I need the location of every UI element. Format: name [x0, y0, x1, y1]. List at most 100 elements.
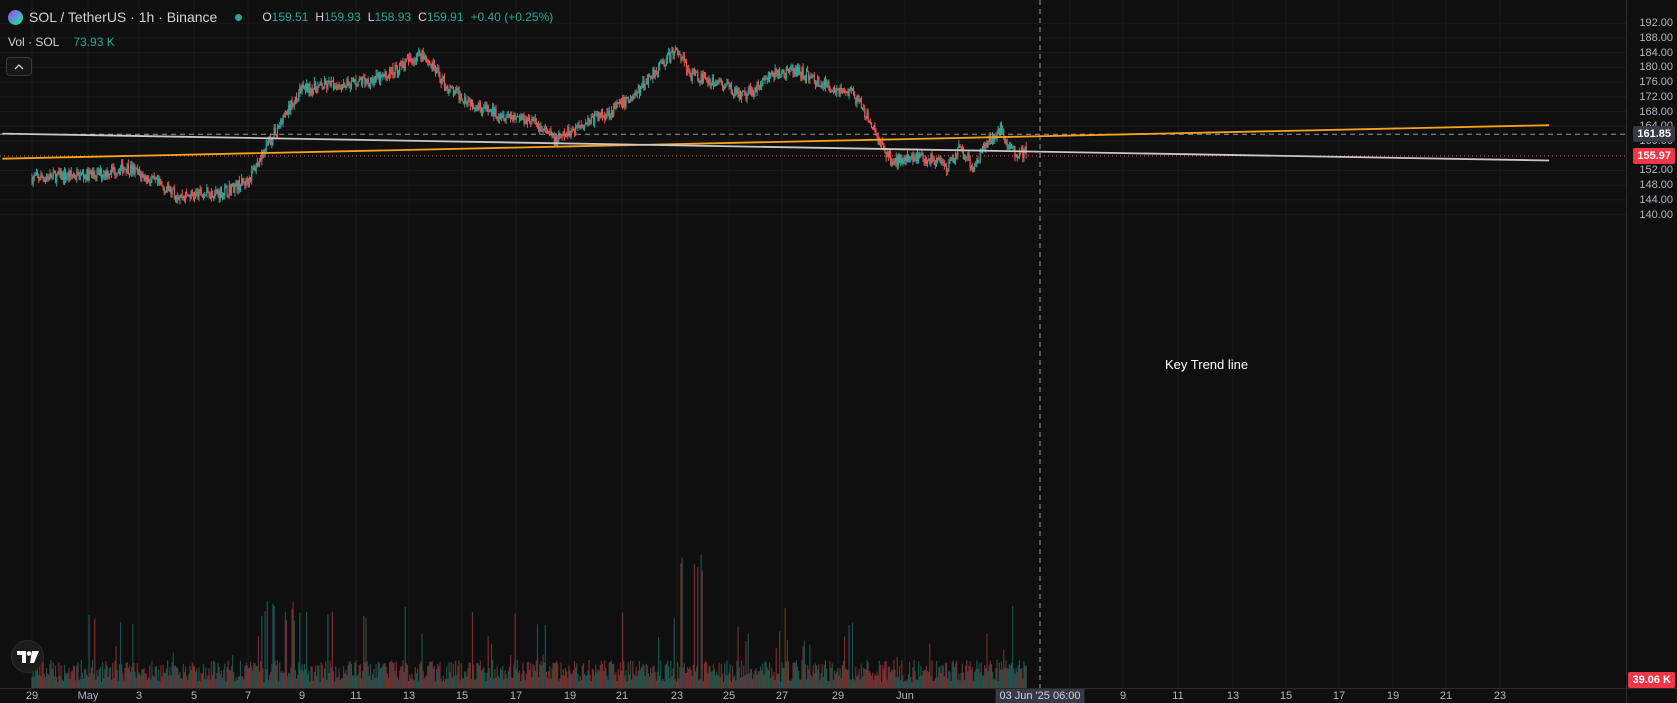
axis-settings-corner[interactable]: [1626, 688, 1677, 703]
volume-bar: [302, 671, 304, 688]
candle-body: [238, 180, 240, 191]
candle-body: [965, 156, 967, 159]
candle-body: [896, 157, 898, 166]
volume-bar: [591, 668, 594, 688]
price-axis[interactable]: 192.00 188.00 184.00 180.00 176.00 172.00 168.…: [1626, 0, 1677, 688]
candle-body: [60, 170, 62, 180]
candle-body: [446, 86, 448, 89]
candle-body: [496, 117, 498, 119]
volume-bar: [835, 673, 837, 688]
candle-body: [302, 84, 304, 89]
volume-bar: [864, 668, 866, 688]
volume-bar: [183, 672, 186, 688]
volume-bar: [725, 674, 727, 688]
volume-bar: [95, 679, 97, 688]
volume-bar: [563, 675, 565, 688]
candle-body: [281, 119, 283, 123]
volume-bar: [165, 668, 168, 688]
candle-body: [850, 87, 852, 90]
ohlc-values: O159.51 H159.93 L158.93 C159.91 +0.40 (+…: [262, 10, 553, 24]
candle-body: [852, 88, 855, 94]
volume-bar: [410, 678, 412, 688]
candle-body: [220, 188, 223, 198]
volume-bar: [596, 672, 598, 688]
volume-bar: [282, 673, 284, 688]
candle-body: [155, 178, 158, 180]
volume-bar: [826, 668, 828, 688]
trend-line-label[interactable]: Key Trend line: [1165, 357, 1249, 372]
volume-bar: [619, 662, 622, 688]
candle-body: [397, 72, 400, 74]
candle-body: [572, 128, 574, 131]
candle-body: [251, 169, 253, 181]
volume-bar: [485, 680, 487, 688]
candle-body: [529, 117, 531, 122]
candle-body: [583, 124, 586, 128]
volume-bar: [858, 668, 860, 688]
volume-label[interactable]: Vol · SOL: [8, 35, 60, 49]
volume-bar: [224, 663, 226, 688]
candle-body: [690, 74, 692, 80]
candle-body: [650, 76, 652, 78]
candle-body: [673, 50, 675, 56]
volume-bar: [721, 673, 724, 688]
volume-bar: [798, 670, 800, 688]
volume-bar: [443, 681, 446, 688]
candle-body: [56, 174, 58, 183]
candle-body: [646, 78, 648, 84]
candle-body: [858, 98, 860, 102]
volume-bar: [136, 663, 138, 688]
candle-body: [984, 144, 986, 149]
volume-bar: [750, 668, 753, 688]
volume-bar: [736, 660, 738, 688]
candle-body: [809, 78, 811, 81]
candle-body: [611, 110, 614, 116]
candle-body: [693, 70, 696, 76]
volume-bar: [351, 675, 354, 688]
candle-body: [78, 172, 80, 180]
volume-bar: [954, 663, 957, 688]
candle-body: [304, 86, 307, 92]
candle-body: [184, 191, 187, 200]
time-tick-label: 15: [1279, 690, 1293, 702]
candle-body: [717, 81, 719, 83]
candle-body: [65, 171, 67, 179]
volume-bar: [295, 678, 298, 688]
candle-body: [1002, 129, 1004, 131]
candle-body: [132, 166, 134, 173]
candle-body: [607, 110, 609, 112]
candle-body: [134, 167, 136, 174]
tradingview-logo-icon[interactable]: [11, 640, 44, 673]
volume-value: 73.93 K: [73, 35, 115, 49]
volume-bar: [397, 679, 400, 688]
volume-bar: [123, 680, 125, 688]
volume-bar: [545, 671, 548, 688]
volume-bar: [728, 672, 730, 688]
descending-trend-line: [2, 132, 1550, 162]
volume-bar: [322, 677, 325, 688]
volume-bar: [770, 678, 772, 688]
candle-body: [153, 175, 155, 178]
candle-body: [619, 101, 622, 104]
symbol-title[interactable]: SOL / TetherUS · 1h · Binance: [29, 9, 218, 25]
candle-body: [439, 75, 441, 80]
volume-bar: [661, 680, 663, 688]
volume-bar: [722, 681, 725, 688]
volume-bar: [841, 665, 843, 688]
volume-bar: [561, 675, 563, 688]
candle-body: [114, 167, 116, 174]
candle-body: [254, 167, 256, 171]
candle-body: [941, 161, 943, 163]
candle-body: [371, 81, 373, 83]
volume-bar: [401, 666, 403, 688]
chart-pane[interactable]: SOL / TetherUS · 1h · Binance O159.51 H1…: [0, 0, 1626, 688]
candle-body: [332, 81, 335, 89]
volume-bar: [444, 678, 447, 688]
price-chart[interactable]: [0, 0, 1626, 688]
collapse-legend-button[interactable]: [6, 57, 32, 76]
candle-body: [887, 152, 889, 157]
volume-bar: [710, 671, 712, 688]
candle-body: [125, 168, 127, 173]
time-axis[interactable]: 29May357911131517192123252729Jun79111315…: [0, 688, 1626, 703]
candle-body: [420, 56, 422, 60]
